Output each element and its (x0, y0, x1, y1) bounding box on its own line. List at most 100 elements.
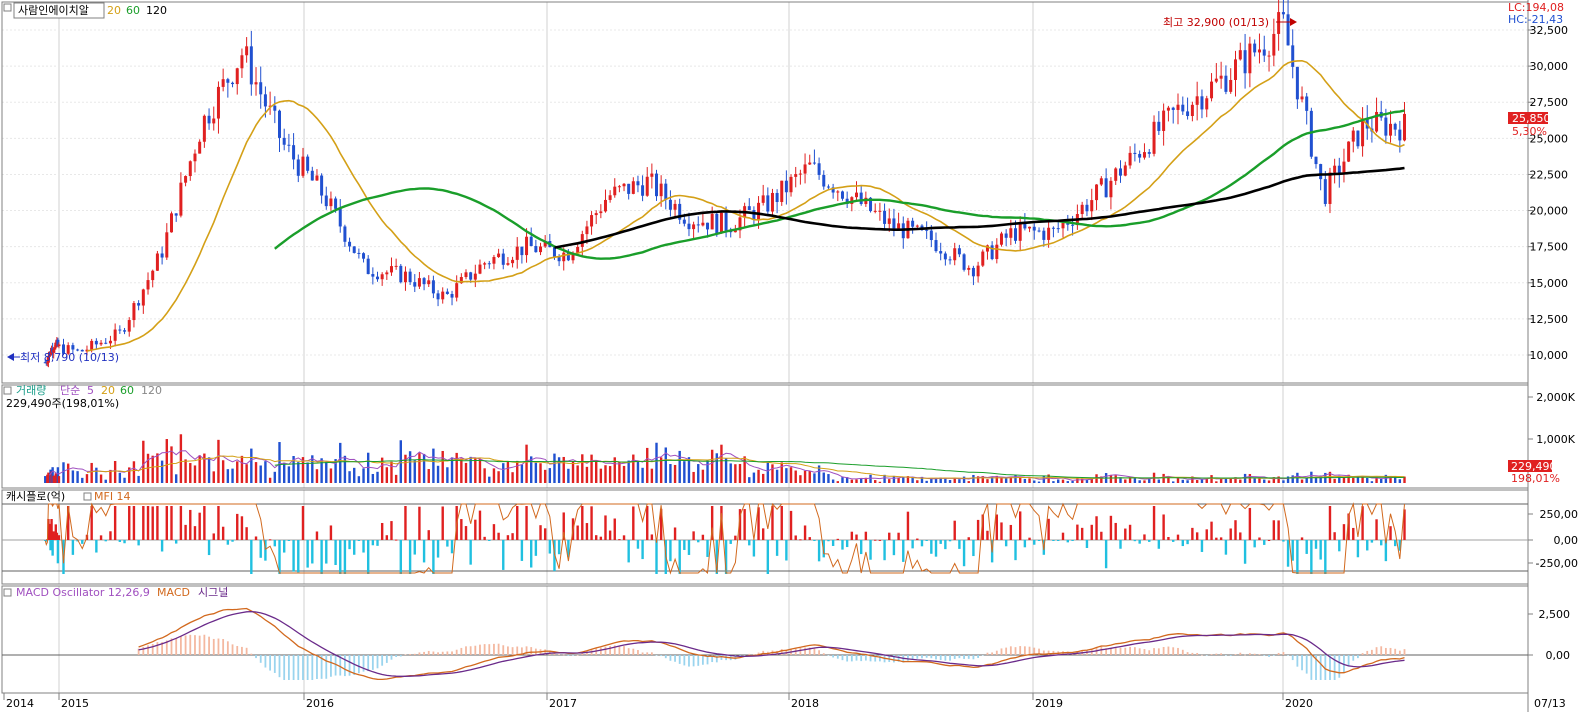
candle-body (1257, 49, 1261, 53)
macd-oscillator-bar (423, 651, 425, 655)
cashflow-bar (1277, 520, 1280, 540)
volume-bar (576, 465, 579, 483)
cashflow-bar (813, 540, 816, 542)
cashflow-bar (1366, 540, 1369, 551)
candle-body (231, 82, 235, 85)
volume-bar (329, 468, 333, 483)
cashflow-bar (650, 534, 654, 540)
volume-bar (1267, 480, 1271, 483)
volume-bar (761, 473, 765, 483)
candle-body (747, 206, 751, 211)
volume-bar (585, 466, 589, 483)
candle-body (1166, 107, 1170, 111)
cashflow-bar (1114, 522, 1117, 540)
cashflow-bar (576, 525, 579, 540)
candle-body (1248, 43, 1252, 74)
cashflow-bar (785, 540, 788, 561)
candle-body (808, 162, 812, 165)
cashflow-bar (90, 506, 93, 540)
macd-oscillator-bar (1143, 649, 1146, 655)
macd-oscillator-bar (1324, 655, 1327, 680)
volume-bar (808, 470, 811, 483)
candle-body (141, 289, 145, 306)
macd-oscillator-bar (711, 655, 714, 663)
macd-oscillator-bar (655, 655, 658, 656)
cashflow-bar (1109, 515, 1113, 540)
volume-bar (706, 460, 709, 483)
macd-oscillator-bar (897, 655, 900, 662)
cashflow-bar (1000, 522, 1003, 540)
cashflow-bar (1195, 532, 1199, 540)
candle-body (1119, 168, 1122, 176)
candle-body (995, 244, 999, 260)
stock-name-box[interactable] (13, 2, 105, 19)
cashflow-bar (399, 540, 402, 574)
volume-last-value: 229,490 (1511, 460, 1557, 473)
cashflow-bar (156, 506, 159, 540)
volume-bar (1066, 481, 1069, 483)
macd-oscillator-bar (678, 655, 681, 664)
candle-body (571, 252, 575, 261)
macd-oscillator-bar (161, 642, 164, 655)
macd-oscillator-bar (1005, 647, 1008, 655)
price-ytick-label: 10,000 (1530, 349, 1569, 362)
cashflow-bar (1370, 540, 1374, 543)
candle-body (216, 86, 220, 119)
macd-oscillator-bar (250, 653, 253, 655)
volume-bar (1333, 478, 1336, 483)
candle-body (483, 263, 487, 265)
candle-body (976, 265, 980, 277)
macd-oscillator-bar (1268, 655, 1270, 657)
candle-body (1333, 165, 1337, 173)
volume-bar (81, 477, 84, 483)
cashflow-bar (497, 532, 500, 540)
volume-bar (311, 455, 314, 483)
candle-body (515, 246, 519, 260)
candle-body (357, 252, 361, 254)
macd-oscillator-bar (916, 655, 919, 659)
candle-body (701, 222, 705, 226)
cashflow-bar (478, 510, 482, 540)
macd-oscillator-bar (1201, 654, 1203, 656)
cashflow-bar (297, 540, 300, 573)
macd-oscillator-bar (1162, 646, 1165, 655)
candle-body (1229, 79, 1233, 92)
candle-body (245, 46, 249, 56)
volume-bar (516, 460, 519, 483)
candle-body (76, 349, 80, 351)
ma120-line (554, 166, 1405, 249)
candle-body (389, 266, 393, 273)
cashflow-bar (613, 518, 616, 540)
candle-body (1281, 12, 1285, 15)
macd-oscillator-bar (599, 647, 602, 655)
candle-body (789, 176, 793, 193)
macd-oscillator-bar (1244, 654, 1246, 656)
volume-bar (813, 473, 816, 483)
macd-oscillator-bar (255, 655, 257, 659)
candle-body (487, 263, 491, 265)
candle-body (207, 115, 211, 124)
macd-oscillator-bar (1133, 647, 1136, 655)
candle-body (826, 186, 830, 188)
cashflow-bar (827, 540, 830, 542)
volume-bar (212, 471, 215, 483)
volume-bar (892, 475, 896, 483)
cashflow-bar (1324, 540, 1327, 574)
cashflow-bar (483, 536, 486, 540)
candle-body (1171, 107, 1175, 110)
signal-line (138, 610, 1405, 677)
macd-oscillator-bar (147, 645, 149, 655)
cashflow-bar (1148, 540, 1151, 542)
cashflow-bar (1052, 540, 1055, 541)
candle-body (469, 272, 473, 280)
candle-body (1181, 104, 1185, 112)
candle-body (155, 253, 159, 271)
candle-body (1267, 55, 1271, 57)
cashflow-bar (530, 540, 533, 568)
price-ytick-label: 32,500 (1530, 24, 1569, 37)
macd-oscillator-bar (493, 643, 495, 655)
candle-body (450, 293, 454, 298)
macd-oscillator-bar (827, 655, 830, 656)
macd-oscillator-bar (660, 655, 663, 656)
